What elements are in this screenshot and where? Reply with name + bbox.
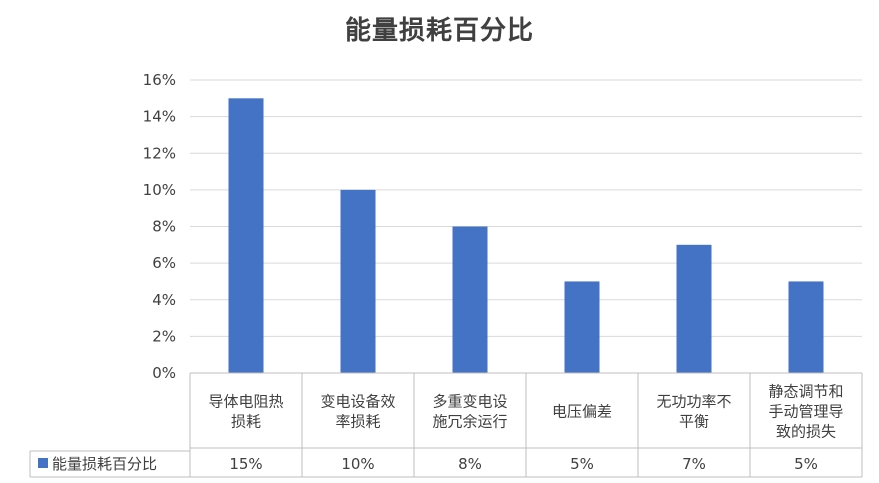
bar xyxy=(564,281,600,373)
bar xyxy=(676,244,712,373)
bar xyxy=(228,98,264,373)
bar xyxy=(788,281,824,373)
category-label: 变电设备效率损耗 xyxy=(320,393,395,431)
y-tick-label: 10% xyxy=(143,181,176,199)
value-cell: 10% xyxy=(341,455,374,473)
category-label: 多重变电设施冗余运行 xyxy=(432,393,507,431)
legend-label: 能量损耗百分比 xyxy=(52,455,157,473)
category-label: 无功功率不平衡 xyxy=(656,393,731,431)
value-cell: 5% xyxy=(570,455,594,473)
chart-title: 能量损耗百分比 xyxy=(344,16,534,46)
value-cell: 15% xyxy=(229,455,262,473)
y-tick-label: 4% xyxy=(152,291,176,309)
y-tick-label: 8% xyxy=(152,218,176,236)
legend-swatch xyxy=(38,458,48,468)
gridlines xyxy=(190,79,862,337)
y-axis-ticks: 0% 2% 4% 6% 8% 10% 12% 14% 16% xyxy=(143,71,176,382)
y-tick-label: 12% xyxy=(143,144,176,162)
value-cell: 7% xyxy=(682,455,706,473)
value-cell: 8% xyxy=(458,455,482,473)
bar xyxy=(452,226,488,373)
y-tick-label: 6% xyxy=(152,254,176,272)
y-tick-label: 14% xyxy=(143,108,176,126)
category-label: 静态调节和手动管理导致的损失 xyxy=(768,383,843,441)
y-tick-label: 2% xyxy=(152,327,176,345)
bars xyxy=(228,98,824,373)
category-label: 电压偏差 xyxy=(552,403,612,421)
bar xyxy=(340,189,376,373)
value-cell: 5% xyxy=(794,455,818,473)
category-label: 导体电阻热损耗 xyxy=(208,393,283,431)
y-tick-label: 16% xyxy=(143,71,176,89)
y-tick-label: 0% xyxy=(152,364,176,382)
data-table: 导体电阻热损耗 15% 变电设备效率损耗 10% 多重变电设施冗余运行 8% 电压偏差 5% 无… xyxy=(29,372,863,478)
